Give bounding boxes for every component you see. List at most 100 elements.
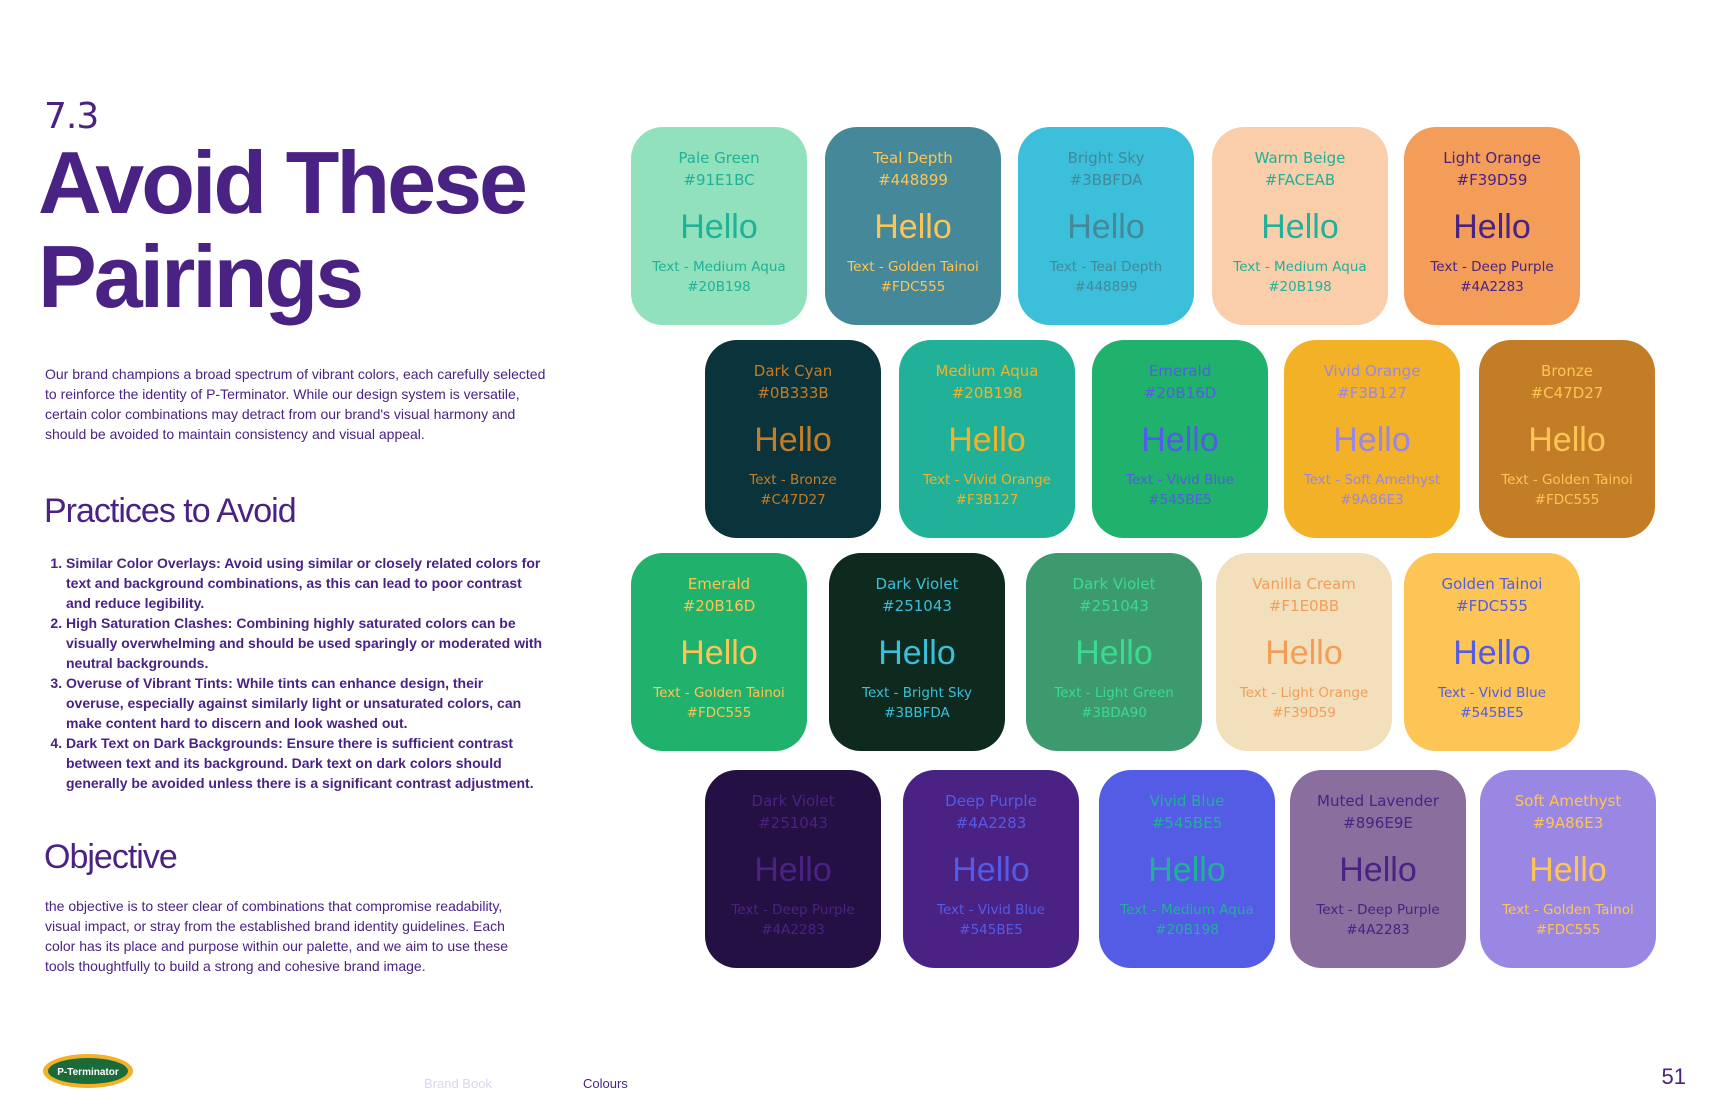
brand-logo: P-Terminator (42, 1053, 138, 1089)
color-swatch: Dark Violet #251043 Hello Text - Deep Purpl… (705, 770, 881, 968)
swatch-text-name: Text - Teal Depth (1049, 259, 1163, 275)
swatch-text-hex: #FDC555 (686, 705, 752, 721)
section-number: 7.3 (44, 96, 99, 137)
page-title: Avoid These Pairings (38, 136, 598, 324)
swatch-name: Vanilla Cream (1252, 575, 1356, 593)
swatch-hello: Hello (680, 634, 758, 672)
swatch-hex: #4A2283 (955, 814, 1027, 832)
objective-heading: Objective (44, 838, 178, 876)
color-swatch: Dark Violet #251043 Hello Text - Light Gree… (1026, 553, 1202, 751)
color-swatch: Teal Depth #448899 Hello Text - Golden Tain… (825, 127, 1001, 325)
swatch-text-hex: #448899 (1074, 279, 1138, 295)
swatch-hex: #F39D59 (1456, 171, 1528, 189)
swatch-name: Golden Tainoi (1441, 575, 1543, 593)
swatch-hello: Hello (1148, 851, 1226, 889)
swatch-name: Dark Violet (1072, 575, 1156, 593)
swatch-name: Emerald (1148, 362, 1212, 380)
color-swatch: Dark Cyan #0B333B Hello Text - Bronze #C47D2… (705, 340, 881, 538)
swatch-hex: #9A86E3 (1532, 814, 1604, 832)
swatch-text-name: Text - Medium Aqua (1120, 902, 1254, 918)
swatch-hello: Hello (1529, 851, 1607, 889)
swatch-hex: #545BE5 (1151, 814, 1223, 832)
swatch-hex: #896E9E (1343, 814, 1413, 832)
swatch-text-hex: #4A2283 (761, 922, 825, 938)
practices-list: Similar Color Overlays: Avoid using simi… (44, 553, 544, 793)
swatch-text-name: Text - Golden Tainoi (847, 259, 979, 275)
swatch-hello: Hello (1261, 208, 1339, 246)
color-swatch: Vivid Blue #545BE5 Hello Text - Medium Aqua… (1099, 770, 1275, 968)
swatch-name: Vivid Orange (1323, 362, 1421, 380)
swatch-hex: #3BBFDA (1069, 171, 1143, 189)
swatch-name: Teal Depth (873, 149, 953, 167)
practices-heading: Practices to Avoid (44, 492, 297, 530)
swatch-text-hex: #3BBFDA (884, 705, 950, 721)
swatch-text-name: Text - Golden Tainoi (653, 685, 785, 701)
color-swatch: Soft Amethyst #9A86E3 Hello Text - Golden T… (1480, 770, 1656, 968)
swatch-text-name: Text - Golden Tainoi (1501, 472, 1633, 488)
swatch-text-name: Text - Vivid Blue (1438, 685, 1546, 701)
color-swatch: Light Orange #F39D59 Hello Text - Deep Purp… (1404, 127, 1580, 325)
swatch-text-hex: #545BE5 (1460, 705, 1524, 721)
swatch-hex: #C47D27 (1530, 384, 1604, 402)
swatch-text-name: Text - Medium Aqua (1233, 259, 1367, 275)
swatch-hex: #20B198 (951, 384, 1023, 402)
swatch-text-name: Text - Bronze (749, 472, 837, 488)
swatch-text-hex: #F39D59 (1272, 705, 1336, 721)
intro-paragraph: Our brand champions a broad spectrum of … (45, 366, 546, 442)
swatch-hello: Hello (1339, 851, 1417, 889)
page-number: 51 (1661, 1064, 1686, 1089)
swatch-name: Vivid Blue (1149, 792, 1225, 810)
swatch-hello: Hello (874, 208, 952, 246)
swatch-name: Bronze (1541, 362, 1593, 380)
list-item: Overuse of Vibrant Tints: While tints ca… (66, 673, 544, 733)
swatch-text-hex: #9A86E3 (1340, 492, 1404, 508)
color-swatch: Emerald #20B16D Hello Text - Vivid Blue #545… (1092, 340, 1268, 538)
color-swatch: Bright Sky #3BBFDA Hello Text - Teal Depth #… (1018, 127, 1194, 325)
swatch-text-name: Text - Vivid Blue (937, 902, 1045, 918)
color-swatch: Deep Purple #4A2283 Hello Text - Vivid Blue… (903, 770, 1079, 968)
swatch-text-hex: #C47D27 (760, 492, 826, 508)
color-swatch: Muted Lavender #896E9E Hello Text - Deep Pu… (1290, 770, 1466, 968)
swatch-hex: #FDC555 (1456, 597, 1528, 615)
swatch-hex: #448899 (878, 171, 948, 189)
swatch-name: Warm Beige (1254, 149, 1346, 167)
swatch-text-hex: #20B198 (1155, 922, 1219, 938)
color-swatch: Dark Violet #251043 Hello Text - Bright Sky… (829, 553, 1005, 751)
swatch-hello: Hello (1265, 634, 1343, 672)
swatch-name: Light Orange (1443, 149, 1541, 167)
swatch-text-hex: #20B198 (687, 279, 751, 295)
swatch-hello: Hello (878, 634, 956, 672)
swatch-hello: Hello (948, 421, 1026, 459)
swatch-text-name: Text - Soft Amethyst (1303, 472, 1441, 488)
color-swatch: Pale Green #91E1BC Hello Text - Medium Aqua… (631, 127, 807, 325)
swatch-text-name: Text - Light Orange (1239, 685, 1369, 701)
objective-paragraph: the objective is to steer clear of combi… (45, 898, 509, 974)
swatch-hello: Hello (1075, 634, 1153, 672)
swatch-name: Dark Cyan (753, 362, 833, 380)
swatch-hello: Hello (1141, 421, 1219, 459)
swatch-name: Medium Aqua (935, 362, 1039, 380)
color-swatch: Emerald #20B16D Hello Text - Golden Tainoi #… (631, 553, 807, 751)
swatch-name: Muted Lavender (1317, 792, 1439, 810)
swatch-hello: Hello (754, 851, 832, 889)
swatch-name: Soft Amethyst (1514, 792, 1622, 810)
list-item: Similar Color Overlays: Avoid using simi… (66, 553, 544, 613)
swatch-hex: #251043 (1079, 597, 1149, 615)
color-swatch: Warm Beige #FACEAB Hello Text - Medium Aqua… (1212, 127, 1388, 325)
swatch-name: Emerald (687, 575, 751, 593)
swatch-text-hex: #545BE5 (959, 922, 1023, 938)
color-swatch: Bronze #C47D27 Hello Text - Golden Tainoi #F… (1479, 340, 1655, 538)
swatch-text-name: Text - Medium Aqua (652, 259, 786, 275)
color-swatch: Vivid Orange #F3B127 Hello Text - Soft Amet… (1284, 340, 1460, 538)
swatch-text-name: Text - Golden Tainoi (1502, 902, 1634, 918)
swatch-text-name: Text - Deep Purple (1316, 902, 1440, 918)
swatch-hello: Hello (1453, 634, 1531, 672)
footer-section: Colours (583, 1076, 628, 1091)
footer-brand: Brand Book (424, 1076, 492, 1091)
swatch-hello: Hello (952, 851, 1030, 889)
page-title-line-1: Avoid These (38, 133, 528, 232)
swatch-text-hex: #20B198 (1268, 279, 1332, 295)
swatch-name: Dark Violet (875, 575, 959, 593)
swatch-text-name: Text - Bright Sky (862, 685, 972, 701)
swatch-text-hex: #4A2283 (1460, 279, 1524, 295)
